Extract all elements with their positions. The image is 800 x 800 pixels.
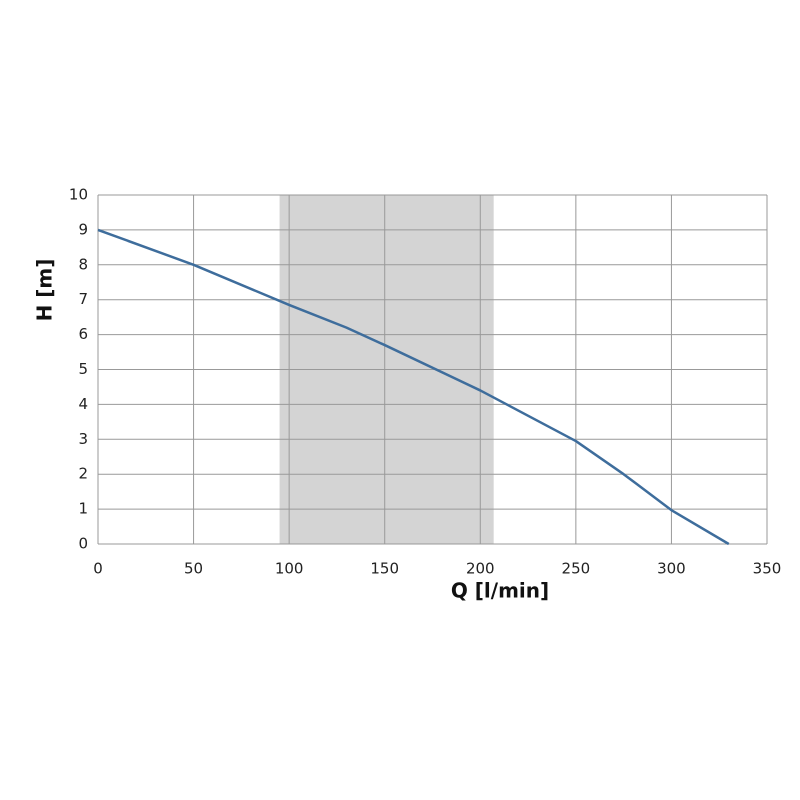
- x-tick-label: 350: [753, 560, 782, 578]
- y-tick-label: 8: [78, 255, 88, 273]
- y-tick-label: 5: [78, 360, 88, 378]
- y-tick-label: 6: [78, 325, 88, 343]
- x-tick-label: 150: [370, 560, 399, 578]
- x-tick-label: 100: [275, 560, 304, 578]
- x-tick-label: 0: [93, 560, 103, 578]
- x-tick-label: 50: [184, 560, 203, 578]
- y-tick-label: 2: [78, 465, 88, 483]
- x-tick-label: 250: [562, 560, 591, 578]
- y-tick-label: 4: [78, 395, 88, 413]
- y-axis-title: H [m]: [33, 259, 57, 322]
- y-tick-label: 9: [78, 220, 88, 238]
- x-axis-title: Q [l/min]: [451, 579, 549, 603]
- y-tick-label: 3: [78, 430, 88, 448]
- y-tick-label: 1: [78, 500, 88, 518]
- curve: [97, 228, 730, 546]
- y-tick-label: 10: [69, 186, 88, 204]
- y-tick-label: 0: [78, 535, 88, 553]
- x-tick-label: 300: [657, 560, 686, 578]
- x-tick-label: 200: [466, 560, 495, 578]
- y-tick-label: 7: [78, 290, 88, 308]
